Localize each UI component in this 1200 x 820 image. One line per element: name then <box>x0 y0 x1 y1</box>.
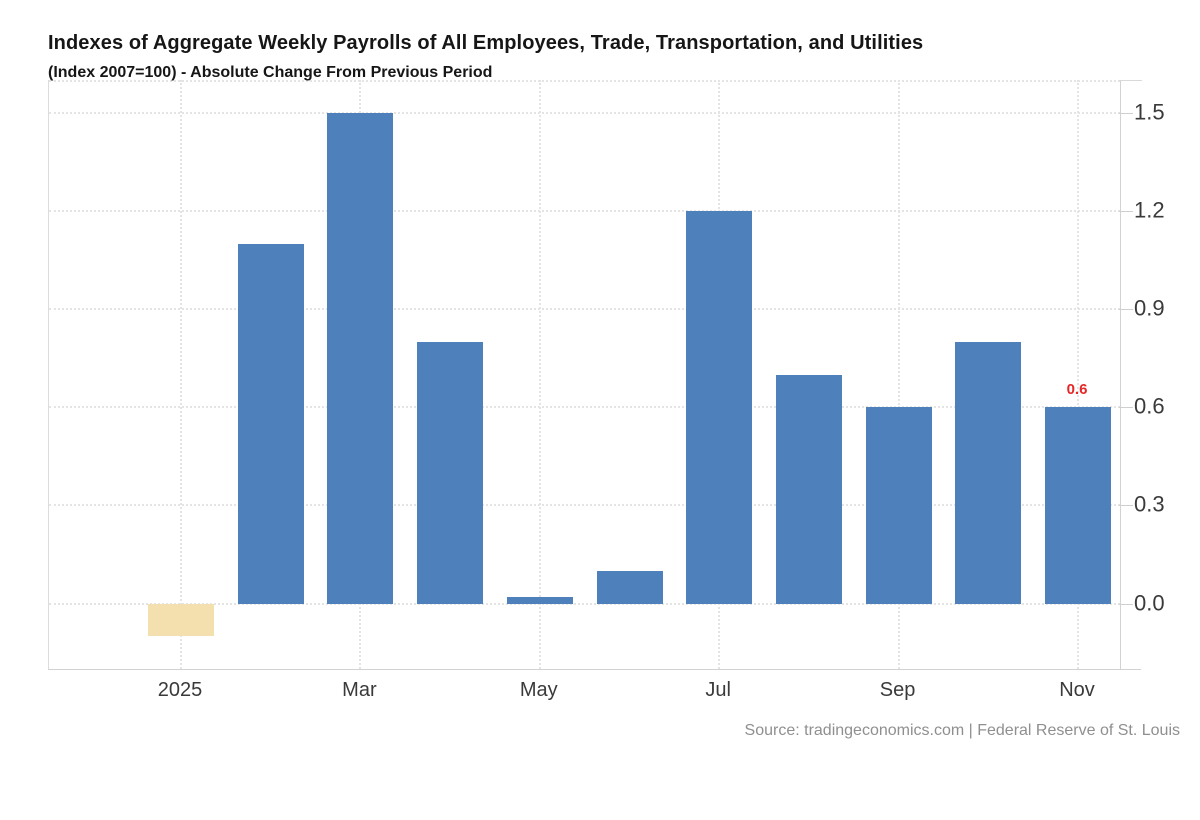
y-tick-label-1.2: 1.2 <box>1134 197 1165 223</box>
y-axis-tick-0.0 <box>1119 603 1133 605</box>
y-axis-tick-0.3 <box>1119 505 1133 507</box>
x-tick-label-Mar: Mar <box>342 679 377 701</box>
x-tick-label-Jul: Jul <box>705 679 731 701</box>
y-axis-tick-1.5 <box>1119 112 1133 114</box>
y-axis-tick-1.2 <box>1119 210 1133 212</box>
h-gridline-0.0 <box>49 602 1120 605</box>
chart-subtitle: (Index 2007=100) - Absolute Change From … <box>48 64 493 81</box>
y-tick-label-0.9: 0.9 <box>1134 295 1165 321</box>
bar-apr[interactable] <box>417 341 484 604</box>
h-gridline-0.6 <box>49 406 1120 409</box>
y-tick-label-0.3: 0.3 <box>1134 491 1165 517</box>
bar-nov[interactable] <box>1045 407 1111 604</box>
axis-top-tick <box>1119 80 1142 81</box>
y-axis-tick-0.6 <box>1119 407 1133 409</box>
h-gridline-0.9 <box>49 308 1120 311</box>
h-gridline-1.5 <box>49 111 1120 114</box>
bar-may[interactable] <box>506 597 573 604</box>
bar-jan-2025[interactable] <box>148 603 214 637</box>
x-tick-label-2025: 2025 <box>157 679 203 701</box>
bar-oct[interactable] <box>955 341 1022 604</box>
chart-title: Indexes of Aggregate Weekly Payrolls of … <box>48 32 924 54</box>
bar-feb[interactable] <box>237 243 304 604</box>
bar-jun[interactable] <box>596 570 663 604</box>
bar-jul[interactable] <box>686 210 753 604</box>
y-tick-label-0.6: 0.6 <box>1134 393 1165 419</box>
x-axis-line <box>48 669 1141 670</box>
bar-aug[interactable] <box>775 374 842 604</box>
y-tick-label-1.5: 1.5 <box>1134 99 1165 125</box>
plot-area <box>48 80 1121 669</box>
bar-mar[interactable] <box>327 112 394 604</box>
x-tick-label-Sep: Sep <box>879 679 916 701</box>
y-tick-label-0.0: 0.0 <box>1134 590 1165 616</box>
h-gridline-1.2 <box>49 209 1120 212</box>
x-tick-label-May: May <box>519 679 558 701</box>
v-gridline-2025 <box>180 80 182 669</box>
v-gridline-Sep <box>897 80 900 669</box>
v-gridline-Nov <box>1077 80 1079 669</box>
h-gridline-0.3 <box>49 504 1120 507</box>
y-axis-tick-0.9 <box>1119 309 1133 311</box>
x-tick-label-Nov: Nov <box>1059 679 1095 701</box>
v-gridline-May <box>538 80 541 669</box>
bar-sep[interactable] <box>865 407 932 604</box>
source-credit: Source: tradingeconomics.com | Federal R… <box>744 722 1180 739</box>
last-value-label: 0.6 <box>1066 381 1088 399</box>
plot-top-border <box>49 80 1120 82</box>
